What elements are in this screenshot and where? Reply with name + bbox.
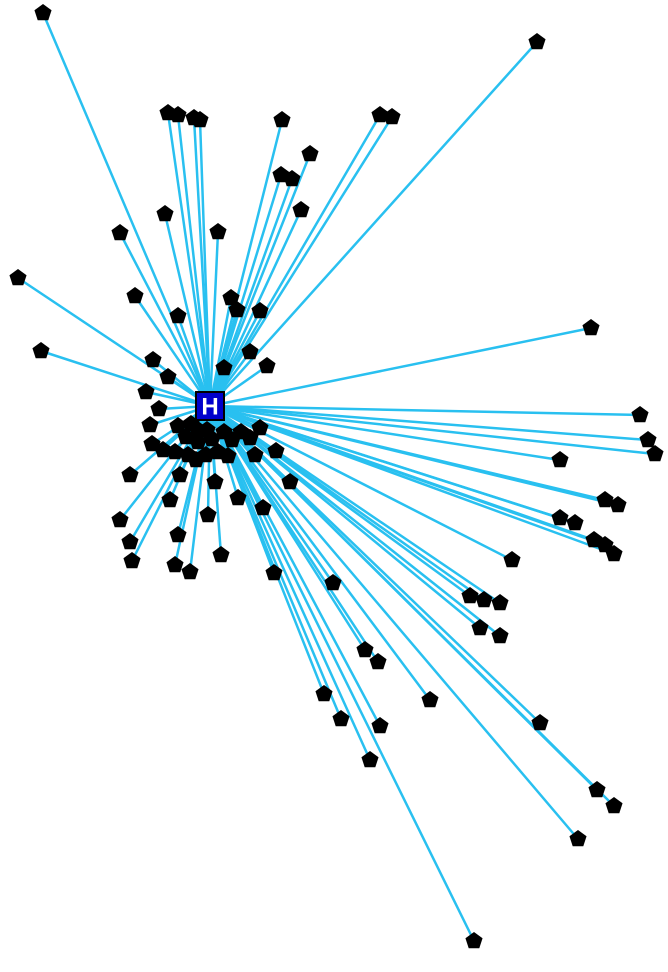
- node-pentagon: [491, 627, 508, 643]
- node-pentagon: [34, 4, 51, 20]
- node-pentagon: [258, 357, 275, 373]
- node-pentagon: [551, 509, 568, 525]
- node-pentagon: [273, 111, 290, 127]
- node-pentagon: [9, 269, 26, 285]
- node-pentagon: [121, 533, 138, 549]
- node-pentagon: [156, 205, 173, 221]
- node-pentagon: [465, 932, 482, 948]
- nodes-layer: [9, 4, 663, 948]
- node-pentagon: [32, 342, 49, 358]
- node-pentagon: [361, 751, 378, 767]
- edge: [210, 117, 392, 406]
- hub-label: H: [201, 394, 218, 421]
- edge: [210, 42, 537, 406]
- edge: [210, 115, 380, 406]
- node-pentagon: [199, 506, 216, 522]
- edges-layer: [18, 13, 655, 941]
- node-pentagon: [566, 514, 583, 530]
- node-pentagon: [503, 551, 520, 567]
- node-pentagon: [111, 224, 128, 240]
- node-pentagon: [646, 445, 663, 461]
- node-pentagon: [315, 685, 332, 701]
- node-pentagon: [150, 400, 167, 416]
- node-pentagon: [371, 717, 388, 733]
- node-pentagon: [209, 223, 226, 239]
- node-pentagon: [212, 546, 229, 562]
- node-pentagon: [528, 33, 545, 49]
- network-graph: H: [0, 0, 668, 972]
- node-pentagon: [169, 307, 186, 323]
- node-pentagon: [332, 710, 349, 726]
- node-pentagon: [461, 587, 478, 603]
- node-pentagon: [301, 145, 318, 161]
- node-pentagon: [251, 302, 268, 318]
- node-pentagon: [631, 406, 648, 422]
- edge: [210, 406, 614, 806]
- edge: [43, 13, 210, 406]
- node-pentagon: [369, 653, 386, 669]
- node-pentagon: [181, 563, 198, 579]
- node-pentagon: [126, 287, 143, 303]
- node-pentagon: [267, 442, 284, 458]
- node-pentagon: [582, 319, 599, 335]
- node-pentagon: [292, 201, 309, 217]
- node-pentagon: [265, 564, 282, 580]
- node-pentagon: [491, 594, 508, 610]
- node-pentagon: [551, 451, 568, 467]
- node-pentagon: [123, 552, 140, 568]
- node-pentagon: [159, 368, 176, 384]
- node-pentagon: [356, 641, 373, 657]
- node-pentagon: [166, 556, 183, 572]
- node-pentagon: [144, 351, 161, 367]
- node-pentagon: [141, 416, 158, 432]
- node-pentagon: [639, 431, 656, 447]
- node-pentagon: [161, 491, 178, 507]
- node-pentagon: [471, 619, 488, 635]
- hub-node: H: [196, 392, 224, 421]
- node-pentagon: [137, 383, 154, 399]
